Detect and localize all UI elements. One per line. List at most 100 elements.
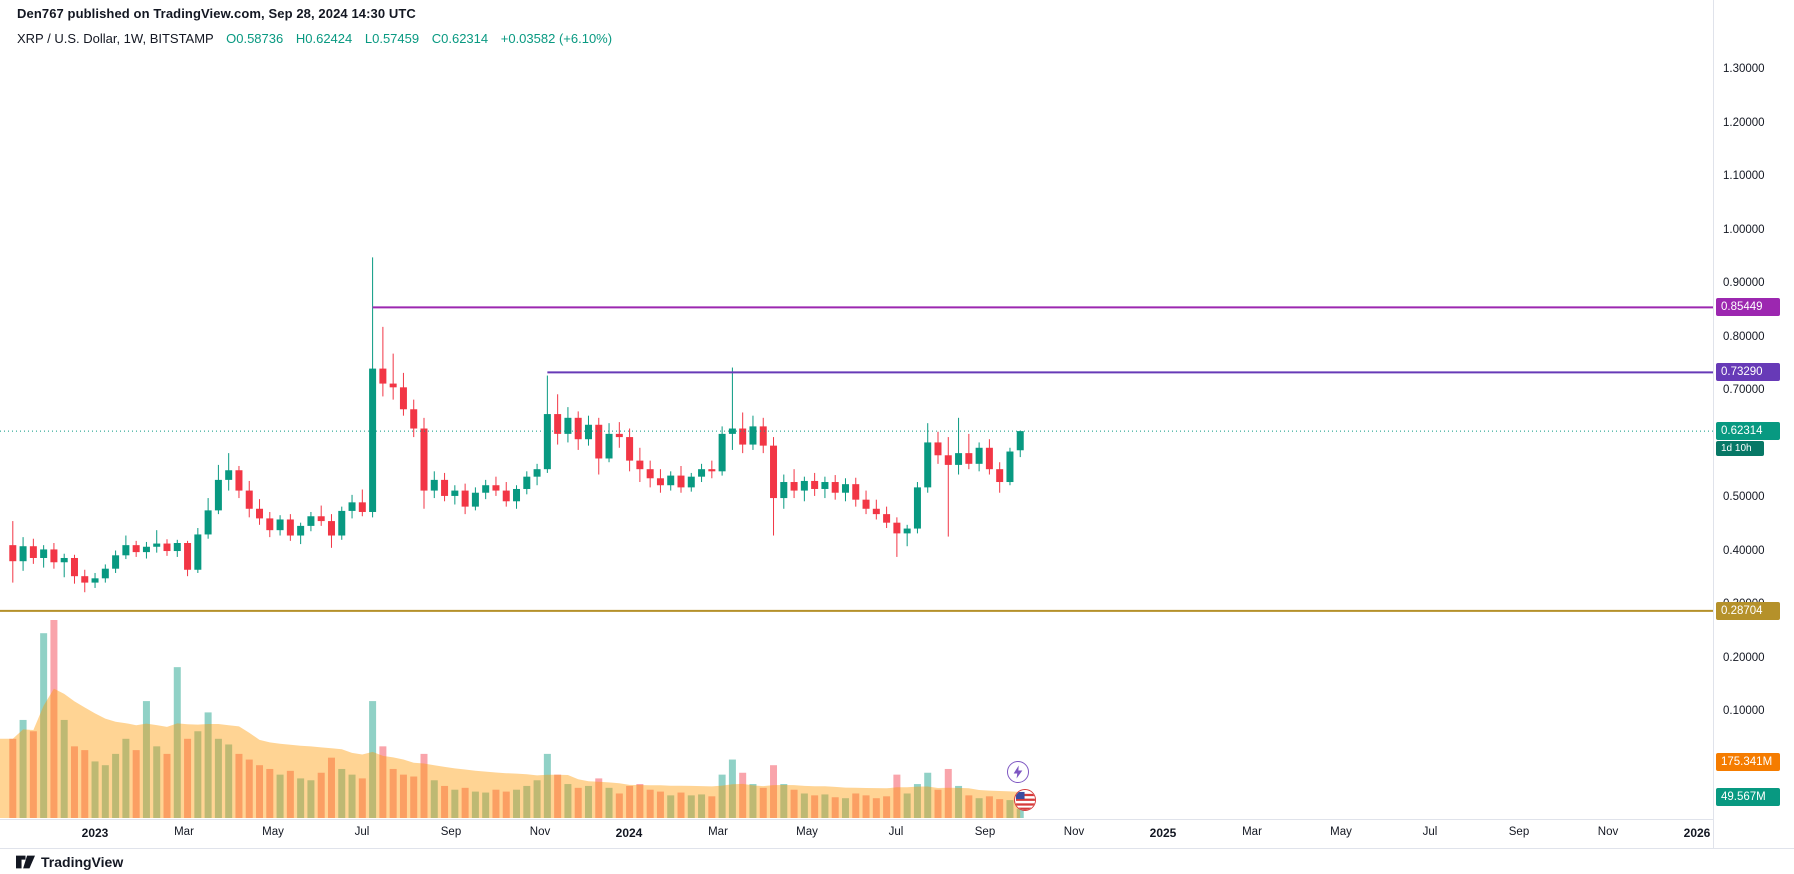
volume-bar bbox=[19, 719, 27, 818]
attribution-line: Den767 published on TradingView.com, Sep… bbox=[17, 6, 416, 21]
volume-bar bbox=[1016, 808, 1024, 818]
candle bbox=[142, 541, 150, 559]
volume-bar bbox=[132, 750, 140, 818]
candle bbox=[256, 499, 264, 525]
candle bbox=[564, 407, 572, 443]
candle bbox=[728, 367, 736, 450]
candle bbox=[358, 489, 366, 517]
volume-bar bbox=[698, 794, 706, 818]
volume-bar bbox=[944, 768, 952, 818]
volume-bar bbox=[656, 791, 664, 818]
candle bbox=[913, 482, 921, 534]
candle bbox=[245, 480, 253, 518]
volume-bar bbox=[924, 772, 932, 818]
time-axis[interactable]: 2023 Mar May Jul Sep Nov 2024 Mar May Jul Sep Nov 20… bbox=[0, 819, 1713, 848]
ohlc-open: O0.58736 bbox=[226, 31, 284, 46]
candle bbox=[276, 515, 284, 536]
candle bbox=[903, 524, 911, 547]
candle bbox=[677, 465, 685, 493]
volume-bar bbox=[502, 791, 510, 818]
volume-bar bbox=[749, 784, 757, 818]
volume-bar bbox=[667, 795, 675, 818]
volume-bar bbox=[70, 746, 78, 818]
symbol-title[interactable]: XRP / U.S. Dollar, 1W, BITSTAMP bbox=[17, 31, 214, 46]
volume-bar bbox=[420, 753, 428, 818]
volume-bar bbox=[770, 765, 778, 818]
candle bbox=[266, 511, 274, 538]
volume-bar bbox=[739, 772, 747, 818]
candle bbox=[1006, 447, 1014, 486]
candle bbox=[872, 499, 880, 520]
candle bbox=[348, 494, 356, 519]
candle bbox=[554, 394, 562, 445]
volume-bar bbox=[718, 774, 726, 818]
tradingview-logo-icon bbox=[16, 855, 35, 868]
volume-bar bbox=[369, 701, 377, 818]
candle bbox=[317, 505, 325, 526]
candlestick-chart[interactable] bbox=[0, 0, 1794, 848]
volume-bar bbox=[225, 744, 233, 818]
candle bbox=[225, 453, 233, 491]
candle bbox=[893, 517, 901, 557]
volume-bar bbox=[893, 774, 901, 818]
volume-bar bbox=[883, 796, 891, 818]
candle bbox=[790, 469, 798, 499]
candle bbox=[708, 460, 716, 479]
volume-bar bbox=[934, 789, 942, 818]
price-axis[interactable]: 1.30000 1.20000 1.10000 1.00000 0.90000 0.800… bbox=[1713, 0, 1794, 848]
volume-bar bbox=[451, 789, 459, 818]
volume-bar bbox=[122, 738, 130, 818]
volume-bar bbox=[60, 719, 68, 818]
candle bbox=[327, 514, 335, 548]
price-axis-label: 0.90000 bbox=[1723, 277, 1765, 289]
volume-bar bbox=[728, 759, 736, 818]
volume-bar bbox=[410, 776, 418, 818]
tradingview-logo[interactable]: TradingView bbox=[16, 854, 123, 870]
candle bbox=[471, 487, 479, 511]
volume-bar bbox=[153, 746, 161, 818]
idea-marker[interactable] bbox=[1007, 761, 1029, 783]
candle bbox=[369, 257, 377, 518]
price-axis-label: 0.80000 bbox=[1723, 330, 1765, 343]
candle bbox=[656, 469, 664, 493]
time-axis-label: Nov bbox=[1597, 826, 1619, 838]
us-flag-icon bbox=[1015, 790, 1035, 810]
time-axis-label: May bbox=[796, 826, 818, 838]
candle bbox=[132, 540, 140, 557]
candle bbox=[944, 437, 952, 537]
volume-bar bbox=[975, 798, 983, 818]
candle bbox=[399, 372, 407, 416]
volume-bar bbox=[40, 633, 48, 818]
volume-bar bbox=[112, 753, 120, 818]
candle bbox=[70, 554, 78, 584]
volume-bar bbox=[862, 795, 870, 818]
volume-bar bbox=[965, 795, 973, 818]
event-marker[interactable] bbox=[1014, 789, 1036, 811]
candle bbox=[286, 514, 294, 541]
volume-bar bbox=[708, 796, 716, 818]
candle bbox=[194, 528, 202, 573]
candle bbox=[40, 545, 48, 568]
price-axis-label: 0.40000 bbox=[1723, 544, 1765, 557]
time-axis-label: Jul bbox=[1422, 826, 1438, 838]
candle bbox=[482, 479, 490, 500]
candle bbox=[831, 475, 839, 500]
volume-bar bbox=[194, 731, 202, 818]
volume-bar bbox=[626, 785, 634, 818]
candle bbox=[543, 375, 551, 473]
volume-bar bbox=[574, 787, 582, 818]
volume-bar bbox=[348, 774, 356, 818]
volume-bar bbox=[615, 793, 623, 818]
candle bbox=[595, 417, 603, 475]
volume-bar bbox=[831, 797, 839, 818]
footer-bar: TradingView bbox=[0, 848, 1794, 874]
candle bbox=[749, 415, 757, 450]
volume-bar bbox=[564, 784, 572, 818]
volume-bar bbox=[811, 795, 819, 818]
volume-bar bbox=[841, 798, 849, 818]
candle bbox=[626, 428, 634, 472]
candle bbox=[698, 463, 706, 483]
price-axis-label: 0.20000 bbox=[1723, 651, 1765, 664]
volume-bar bbox=[430, 780, 438, 818]
volume-bar bbox=[513, 789, 521, 818]
